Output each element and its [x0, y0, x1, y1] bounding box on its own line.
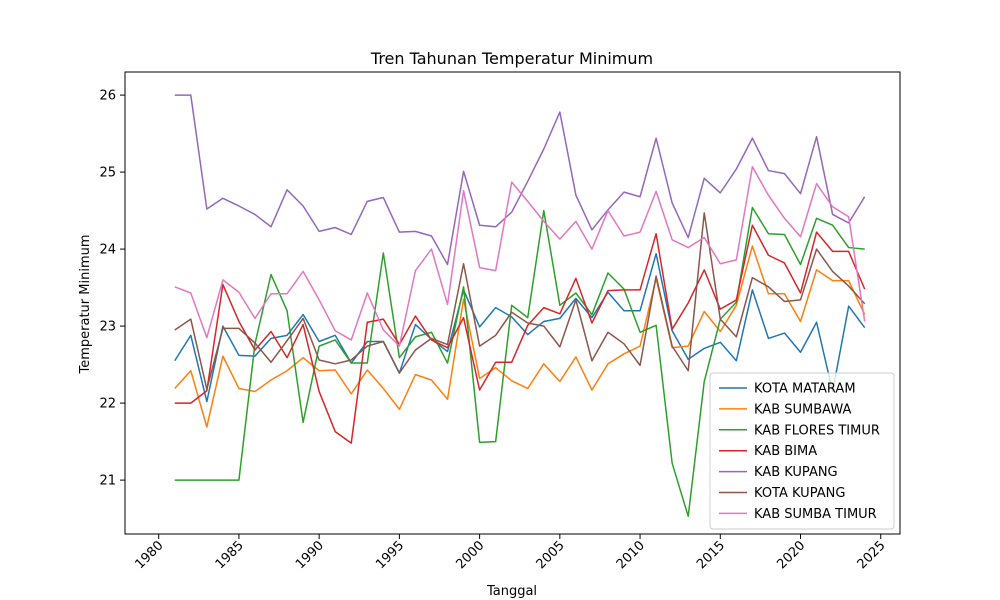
legend-label-kab-kupang[interactable]: KAB KUPANG: [754, 465, 838, 480]
legend-label-kota-mataram[interactable]: KOTA MATARAM: [754, 382, 856, 397]
series-line-kab-flores-timur: [174, 206, 865, 518]
chart-title: Tren Tahunan Temperatur Minimum: [370, 49, 653, 68]
plot-area: [174, 94, 866, 518]
x-axis-label: Tanggal: [486, 584, 537, 599]
series-line-kota-kupang: [174, 212, 866, 390]
legend-label-kab-sumba-timur[interactable]: KAB SUMBA TIMUR: [754, 507, 877, 522]
y-tick-label: 25: [99, 166, 116, 181]
y-tick-label: 24: [99, 243, 116, 258]
series-line-kab-sumba-timur: [174, 165, 866, 347]
y-axis: 21 22 23 24 25 26: [99, 89, 125, 489]
series-line-kab-kupang: [174, 94, 866, 266]
plot-frame: [124, 71, 901, 535]
legend-label-kab-sumbawa[interactable]: KAB SUMBAWA: [754, 402, 851, 417]
y-axis-label: Temperatur Minimum: [78, 234, 93, 374]
y-tick-label: 23: [99, 320, 116, 335]
legend-label-kab-flores-timur[interactable]: KAB FLORES TIMUR: [754, 423, 880, 438]
series-line-kab-bima: [174, 224, 866, 444]
y-tick-label: 26: [99, 89, 116, 104]
series-line-kab-sumbawa: [174, 245, 866, 428]
legend-label-kota-kupang[interactable]: KOTA KUPANG: [754, 486, 845, 501]
y-tick-label: 21: [99, 474, 116, 489]
legend-label-kab-bima[interactable]: KAB BIMA: [754, 444, 817, 459]
legend-box: [709, 372, 895, 530]
y-tick-label: 22: [99, 397, 116, 412]
legend[interactable]: KOTA MATARAM KAB SUMBAWA KAB FLORES TIMUR K…: [709, 372, 895, 530]
